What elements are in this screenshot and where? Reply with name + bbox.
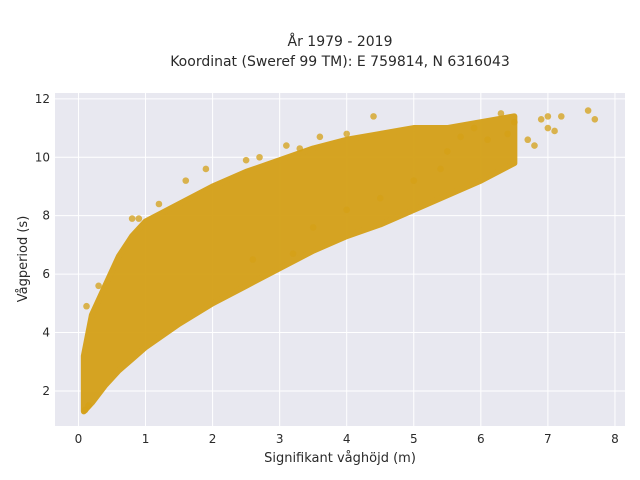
y-tick-label: 2 <box>42 384 50 398</box>
x-tick-label: 6 <box>477 432 485 446</box>
x-tick-label: 3 <box>276 432 284 446</box>
y-axis-ticks: 2 4 6 8 10 12 <box>35 92 50 398</box>
data-points <box>81 107 599 414</box>
data-point <box>504 130 511 138</box>
data-point <box>557 113 565 120</box>
data-point <box>128 215 136 222</box>
data-point <box>343 130 351 138</box>
data-cloud <box>80 113 518 415</box>
x-tick-label: 1 <box>142 432 150 446</box>
data-point <box>95 282 102 290</box>
x-tick-label: 4 <box>343 432 351 446</box>
data-point <box>370 113 377 120</box>
data-point <box>457 133 465 141</box>
data-point <box>531 142 538 149</box>
x-tick-label: 2 <box>209 432 217 446</box>
y-tick-label: 10 <box>35 150 50 164</box>
data-point <box>511 118 518 126</box>
data-point <box>551 127 558 135</box>
data-point <box>135 215 143 222</box>
x-tick-label: 8 <box>611 432 619 446</box>
data-cloud-band <box>80 113 518 415</box>
data-point <box>544 113 552 120</box>
chart-title-line-2: Koordinat (Sweref 99 TM): E 759814, N 63… <box>170 54 510 70</box>
x-tick-label: 5 <box>410 432 418 446</box>
x-tick-label: 0 <box>75 432 83 446</box>
y-tick-label: 8 <box>42 209 50 223</box>
data-point <box>202 165 210 173</box>
data-point <box>410 177 418 184</box>
data-point <box>437 165 444 173</box>
data-point <box>584 107 592 114</box>
data-point <box>283 142 290 149</box>
data-point <box>316 133 324 141</box>
x-tick-label: 7 <box>544 432 552 446</box>
y-axis-label: Vågperiod (s) <box>16 216 31 303</box>
data-point <box>376 194 384 202</box>
data-point <box>256 153 263 161</box>
data-point <box>296 145 304 152</box>
data-point <box>537 115 545 123</box>
data-point <box>309 224 317 231</box>
x-axis-ticks: 0 1 2 3 4 5 6 7 8 <box>75 432 619 446</box>
data-point <box>83 302 90 310</box>
y-tick-label: 6 <box>42 267 50 281</box>
data-point <box>524 136 532 144</box>
data-point <box>591 115 599 123</box>
data-point <box>289 250 297 257</box>
data-point <box>182 177 190 184</box>
data-point <box>544 124 552 132</box>
y-tick-label: 4 <box>42 326 50 340</box>
data-point <box>343 206 351 214</box>
data-point <box>497 110 505 117</box>
data-point <box>242 156 250 164</box>
data-point <box>249 256 257 263</box>
data-point <box>443 148 451 155</box>
y-tick-label: 12 <box>35 92 50 106</box>
data-point <box>484 136 491 144</box>
data-point <box>470 124 478 132</box>
data-point <box>155 200 163 208</box>
chart-title-line-1: År 1979 - 2019 <box>288 33 393 50</box>
data-point <box>85 402 92 409</box>
x-axis-label: Signifikant våghöjd (m) <box>264 451 416 466</box>
